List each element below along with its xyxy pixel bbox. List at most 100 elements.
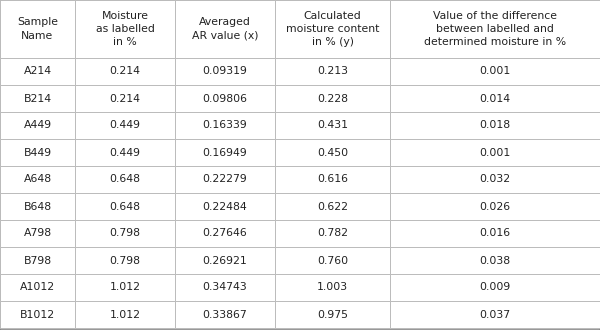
- Bar: [390, 247, 600, 274]
- Bar: [75, 112, 175, 139]
- Bar: [275, 112, 390, 139]
- Bar: [390, 58, 600, 85]
- Bar: [390, 301, 600, 328]
- Bar: [0, 58, 75, 85]
- Bar: [0, 0, 75, 58]
- Text: 0.032: 0.032: [479, 175, 511, 184]
- Bar: [390, 0, 600, 58]
- Bar: [390, 112, 600, 139]
- Bar: [175, 274, 275, 301]
- Bar: [175, 193, 275, 220]
- Bar: [175, 220, 275, 247]
- Bar: [275, 139, 390, 166]
- Text: A648: A648: [23, 175, 52, 184]
- Bar: [75, 58, 175, 85]
- Text: A449: A449: [23, 120, 52, 130]
- Bar: [0, 139, 75, 166]
- Bar: [390, 139, 600, 166]
- Bar: [275, 85, 390, 112]
- Text: 0.27646: 0.27646: [203, 228, 247, 239]
- Bar: [0, 247, 75, 274]
- Text: 0.622: 0.622: [317, 202, 348, 212]
- Text: 0.26921: 0.26921: [203, 255, 247, 266]
- Bar: [0, 112, 75, 139]
- Text: 0.16339: 0.16339: [203, 120, 247, 130]
- Bar: [0, 274, 75, 301]
- Text: 0.616: 0.616: [317, 175, 348, 184]
- Text: B1012: B1012: [20, 310, 55, 319]
- Bar: [75, 139, 175, 166]
- Text: A798: A798: [23, 228, 52, 239]
- Text: Moisture
as labelled
in %: Moisture as labelled in %: [95, 11, 154, 47]
- Bar: [390, 166, 600, 193]
- Text: 0.22484: 0.22484: [203, 202, 247, 212]
- Text: 0.037: 0.037: [479, 310, 511, 319]
- Text: 0.33867: 0.33867: [203, 310, 247, 319]
- Bar: [275, 247, 390, 274]
- Bar: [75, 85, 175, 112]
- Bar: [175, 139, 275, 166]
- Text: 0.648: 0.648: [110, 175, 140, 184]
- Text: 0.214: 0.214: [110, 93, 140, 104]
- Text: 0.798: 0.798: [110, 255, 140, 266]
- Bar: [75, 193, 175, 220]
- Text: B648: B648: [23, 202, 52, 212]
- Bar: [75, 166, 175, 193]
- Text: Value of the difference
between labelled and
determined moisture in %: Value of the difference between labelled…: [424, 11, 566, 47]
- Bar: [75, 0, 175, 58]
- Text: 0.449: 0.449: [110, 148, 140, 157]
- Bar: [0, 85, 75, 112]
- Text: 0.798: 0.798: [110, 228, 140, 239]
- Bar: [275, 193, 390, 220]
- Bar: [75, 220, 175, 247]
- Bar: [175, 85, 275, 112]
- Bar: [175, 58, 275, 85]
- Bar: [390, 274, 600, 301]
- Text: 0.975: 0.975: [317, 310, 348, 319]
- Text: 0.213: 0.213: [317, 67, 348, 77]
- Bar: [75, 274, 175, 301]
- Text: 1.012: 1.012: [110, 310, 140, 319]
- Text: Averaged
AR value (x): Averaged AR value (x): [192, 17, 258, 41]
- Text: 0.449: 0.449: [110, 120, 140, 130]
- Text: 0.228: 0.228: [317, 93, 348, 104]
- Text: Calculated
moisture content
in % (y): Calculated moisture content in % (y): [286, 11, 379, 47]
- Bar: [390, 220, 600, 247]
- Bar: [75, 247, 175, 274]
- Text: 0.782: 0.782: [317, 228, 348, 239]
- Text: 0.014: 0.014: [479, 93, 511, 104]
- Bar: [390, 85, 600, 112]
- Text: 0.016: 0.016: [479, 228, 511, 239]
- Text: 0.018: 0.018: [479, 120, 511, 130]
- Text: 0.450: 0.450: [317, 148, 348, 157]
- Bar: [390, 193, 600, 220]
- Text: 0.648: 0.648: [110, 202, 140, 212]
- Text: B798: B798: [23, 255, 52, 266]
- Bar: [175, 301, 275, 328]
- Bar: [175, 166, 275, 193]
- Text: 0.038: 0.038: [479, 255, 511, 266]
- Bar: [175, 247, 275, 274]
- Text: 0.22279: 0.22279: [203, 175, 247, 184]
- Bar: [0, 301, 75, 328]
- Bar: [0, 193, 75, 220]
- Text: 0.009: 0.009: [479, 282, 511, 292]
- Bar: [175, 112, 275, 139]
- Text: A1012: A1012: [20, 282, 55, 292]
- Text: 0.001: 0.001: [479, 148, 511, 157]
- Text: 1.003: 1.003: [317, 282, 348, 292]
- Text: A214: A214: [23, 67, 52, 77]
- Text: 0.026: 0.026: [479, 202, 511, 212]
- Text: 0.760: 0.760: [317, 255, 348, 266]
- Text: Sample
Name: Sample Name: [17, 17, 58, 41]
- Bar: [275, 58, 390, 85]
- Bar: [175, 0, 275, 58]
- Text: 0.001: 0.001: [479, 67, 511, 77]
- Text: B449: B449: [23, 148, 52, 157]
- Text: 1.012: 1.012: [110, 282, 140, 292]
- Text: 0.214: 0.214: [110, 67, 140, 77]
- Bar: [75, 301, 175, 328]
- Text: 0.09319: 0.09319: [203, 67, 247, 77]
- Text: B214: B214: [23, 93, 52, 104]
- Bar: [275, 220, 390, 247]
